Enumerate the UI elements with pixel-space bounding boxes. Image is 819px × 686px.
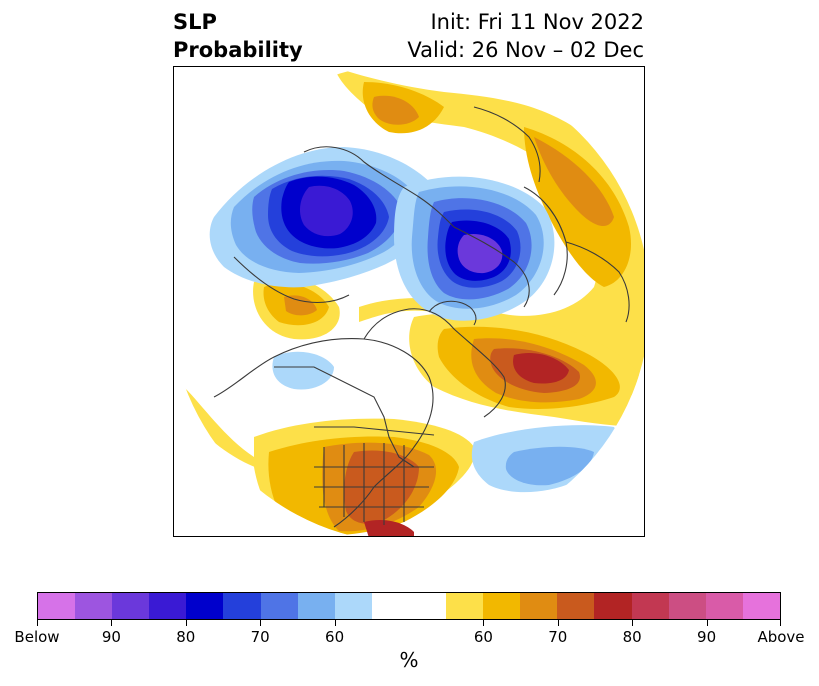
title-variable: SLP — [173, 10, 217, 34]
coastlines — [193, 106, 630, 528]
colorbar-tick — [260, 620, 262, 626]
colorbar-swatch — [334, 593, 372, 619]
colorbar-swatch — [557, 593, 595, 619]
colorbar-swatch — [594, 593, 632, 619]
colorbar-swatch — [186, 593, 224, 619]
colorbar-tick-label: Below — [14, 628, 60, 646]
colorbar-swatch — [742, 593, 780, 619]
colorbar-tick-label: 80 — [176, 628, 196, 646]
colorbar-tick — [706, 620, 708, 626]
colorbar-swatch — [38, 593, 76, 619]
colorbar-tick-label: 80 — [622, 628, 642, 646]
colorbar-swatch — [297, 593, 335, 619]
colorbar-tick — [632, 620, 634, 626]
above-normal-shading — [184, 67, 644, 536]
colorbar-swatch — [223, 593, 261, 619]
colorbar-tick-label: Above — [757, 628, 805, 646]
colorbar-tick-label: 90 — [101, 628, 121, 646]
colorbar-swatch — [75, 593, 113, 619]
colorbar — [37, 592, 781, 620]
colorbar-tick — [111, 620, 113, 626]
colorbar-swatch — [705, 593, 743, 619]
colorbar-swatch — [371, 593, 409, 619]
colorbar-swatch — [631, 593, 669, 619]
valid-period: Valid: 26 Nov – 02 Dec — [407, 38, 644, 62]
colorbar-swatch — [483, 593, 521, 619]
colorbar-swatch — [520, 593, 558, 619]
colorbar-tick — [483, 620, 485, 626]
colorbar-tick — [780, 620, 781, 626]
colorbar-tick-label: 60 — [473, 628, 493, 646]
colorbar-tick — [557, 620, 559, 626]
colorbar-tick-label: 70 — [548, 628, 568, 646]
colorbar-tick-label: 70 — [250, 628, 270, 646]
colorbar-tick-label: 60 — [325, 628, 345, 646]
init-date: Init: Fri 11 Nov 2022 — [430, 10, 644, 34]
colorbar-swatch — [446, 593, 484, 619]
colorbar-tick-label: 90 — [697, 628, 717, 646]
probability-map — [173, 66, 645, 537]
colorbar-tick — [185, 620, 187, 626]
title-right: Init: Fri 11 Nov 2022 Valid: 26 Nov – 02… — [407, 8, 644, 64]
colorbar-unit-label: % — [399, 648, 419, 672]
colorbar-tick — [37, 620, 38, 626]
title-left: SLP Probability — [173, 8, 303, 64]
colorbar-swatch — [408, 593, 447, 619]
colorbar-tick — [334, 620, 336, 626]
colorbar-swatch — [260, 593, 298, 619]
map-svg — [174, 67, 644, 536]
colorbar-swatch — [112, 593, 150, 619]
map-disk — [174, 67, 644, 536]
colorbar-swatch — [149, 593, 187, 619]
colorbar-swatch — [668, 593, 706, 619]
title-type: Probability — [173, 38, 303, 62]
below-normal-shading — [209, 147, 617, 493]
